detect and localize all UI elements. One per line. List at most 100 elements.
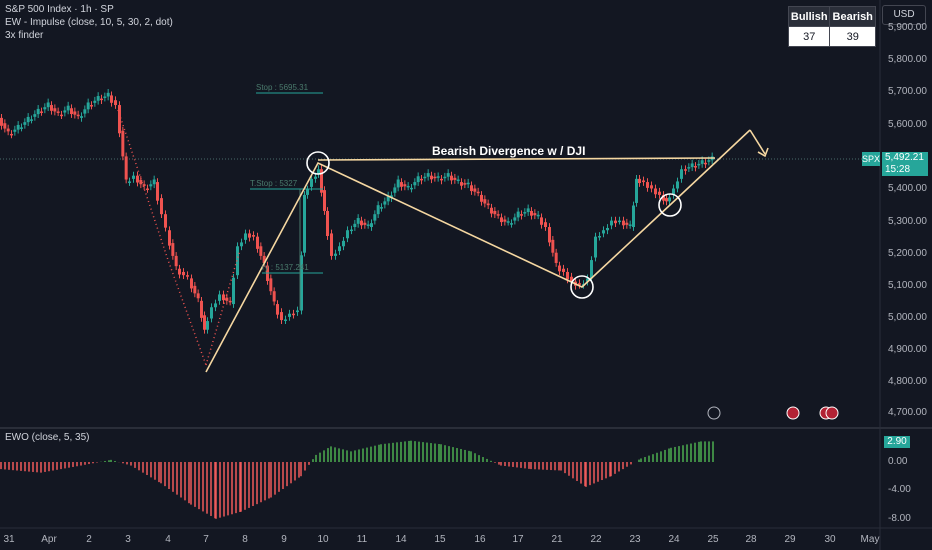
candle: [396, 179, 400, 188]
candle: [280, 312, 283, 321]
candle: [470, 185, 473, 192]
candle: [26, 116, 30, 123]
candle: [506, 221, 510, 223]
candle: [203, 315, 206, 330]
candle: [476, 191, 480, 194]
date-label: 10: [317, 534, 329, 545]
candle: [570, 276, 573, 282]
candle: [420, 178, 423, 181]
us-flag-icon: [825, 406, 839, 420]
ewo-title: EWO (close, 5, 35): [5, 432, 90, 443]
candle: [149, 184, 153, 187]
candle: [516, 211, 520, 218]
candle: [128, 181, 131, 183]
candle: [536, 214, 540, 217]
candle: [423, 176, 427, 179]
pivot-circle: [658, 193, 682, 217]
candle: [697, 163, 701, 166]
candle: [523, 212, 527, 214]
candle: [440, 178, 443, 181]
candle: [288, 313, 291, 317]
candle: [96, 96, 100, 101]
bullish-header: Bullish: [787, 6, 831, 27]
candle: [658, 191, 661, 195]
candle: [90, 105, 93, 107]
candle: [562, 268, 565, 272]
candle: [558, 265, 561, 272]
candle: [320, 169, 323, 193]
chart-title: S&P 500 Index · 1h · SP: [5, 4, 114, 15]
candle: [430, 175, 433, 180]
candle: [190, 278, 193, 289]
candle: [520, 214, 523, 216]
candle: [13, 129, 17, 132]
candle: [186, 275, 189, 277]
candle: [510, 223, 513, 225]
candle: [370, 223, 373, 228]
candle: [36, 108, 40, 115]
candle: [503, 219, 507, 222]
candle: [618, 220, 621, 223]
candle: [486, 203, 490, 206]
date-label: 14: [395, 534, 407, 545]
stop-label: Stop : 5695.31: [256, 83, 309, 92]
candle: [490, 207, 493, 214]
candle: [142, 184, 146, 186]
candle: [256, 236, 259, 249]
candle: [110, 95, 113, 103]
candle: [326, 210, 329, 237]
last-price: 5,492.21: [885, 152, 924, 163]
finder-label[interactable]: 3x finder: [5, 30, 44, 41]
candle: [93, 100, 97, 103]
price-axis-label: 4,800.00: [888, 376, 927, 387]
candle: [668, 197, 671, 202]
candle: [366, 224, 370, 226]
projection-arrow: [757, 147, 769, 158]
date-label: 29: [784, 534, 796, 545]
bullish-value: 37: [787, 26, 831, 47]
candle: [602, 230, 605, 234]
date-label: 4: [165, 534, 171, 545]
candle: [610, 220, 613, 226]
candle: [200, 300, 203, 318]
candle: [676, 181, 679, 189]
candle: [406, 185, 410, 188]
price-axis-label: 5,900.00: [888, 22, 927, 33]
price-axis-label: 5,600.00: [888, 119, 927, 130]
price-axis-label: 5,000.00: [888, 312, 927, 323]
candle: [687, 167, 691, 169]
candle: [446, 173, 450, 177]
candle: [3, 123, 7, 129]
candle: [56, 111, 60, 113]
candle: [182, 271, 185, 276]
candle: [590, 260, 593, 279]
candle: [363, 222, 367, 225]
price-axis-label: 4,700.00: [888, 407, 927, 418]
bar-countdown: 15:28: [885, 164, 911, 175]
candle: [544, 222, 547, 228]
price-axis-label: 5,800.00: [888, 54, 927, 65]
candle: [473, 188, 477, 192]
currency-button[interactable]: USD: [882, 5, 926, 25]
candle: [548, 227, 551, 243]
candle: [103, 96, 107, 98]
candle: [480, 194, 483, 202]
candle: [178, 268, 181, 275]
candle: [100, 98, 103, 101]
ewo-value: 2.90: [884, 436, 910, 448]
ew-dotted-line: [117, 109, 207, 366]
candle: [460, 182, 463, 186]
indicator-label[interactable]: EW - Impulse (close, 10, 5, 30, 2, dot): [5, 17, 173, 28]
candle: [171, 243, 175, 256]
candle: [360, 220, 363, 226]
date-label: 17: [512, 534, 524, 545]
candle: [413, 182, 417, 186]
candle: [132, 175, 135, 179]
candle: [453, 177, 457, 180]
candle: [228, 300, 232, 303]
candle: [622, 220, 625, 226]
candle: [196, 293, 200, 299]
date-label: 28: [745, 534, 757, 545]
candle: [338, 246, 341, 252]
